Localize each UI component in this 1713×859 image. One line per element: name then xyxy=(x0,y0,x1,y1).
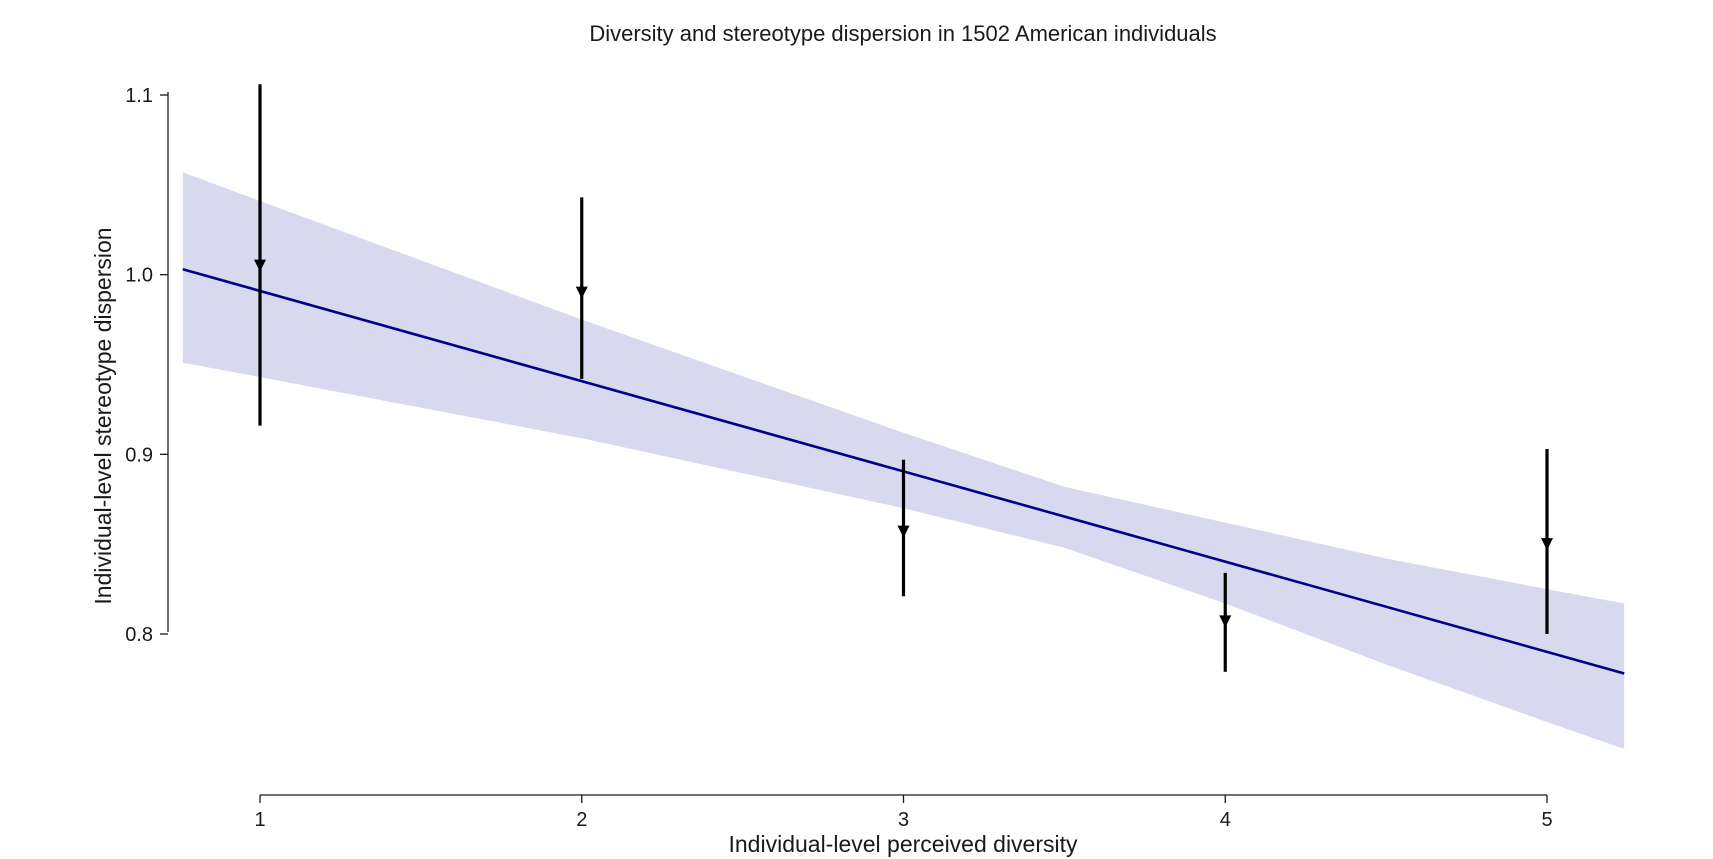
x-tick-label: 4 xyxy=(1220,809,1231,831)
y-tick-label: 0.9 xyxy=(125,444,153,466)
point-marker xyxy=(1541,538,1553,551)
point-marker xyxy=(575,286,588,299)
x-tick-label: 2 xyxy=(576,809,587,831)
point-marker xyxy=(1219,615,1232,628)
x-axis-label: Individual-level perceived diversity xyxy=(729,831,1078,857)
y-axis: 0.8 0.9 1.0 1.1 xyxy=(125,85,169,646)
chart-title: Diversity and stereotype dispersion in 1… xyxy=(589,21,1216,46)
x-tick-label: 1 xyxy=(254,809,265,831)
y-tick-label: 0.8 xyxy=(125,624,153,646)
y-axis-label: Individual-level stereotype dispersion xyxy=(90,227,116,604)
x-tick-label: 5 xyxy=(1541,809,1552,831)
point-marker xyxy=(897,525,910,538)
point-marker xyxy=(254,259,266,272)
y-ticks: 0.8 0.9 1.0 1.1 xyxy=(125,85,168,646)
x-tick-label: 3 xyxy=(898,809,909,831)
y-tick-label: 1.1 xyxy=(125,85,153,107)
plot-area xyxy=(182,84,1625,750)
x-ticks: 1 2 3 4 5 xyxy=(254,795,1553,831)
error-bars xyxy=(254,84,1553,672)
x-axis: 1 2 3 4 5 xyxy=(254,794,1553,831)
y-tick-label: 1.0 xyxy=(125,265,153,287)
